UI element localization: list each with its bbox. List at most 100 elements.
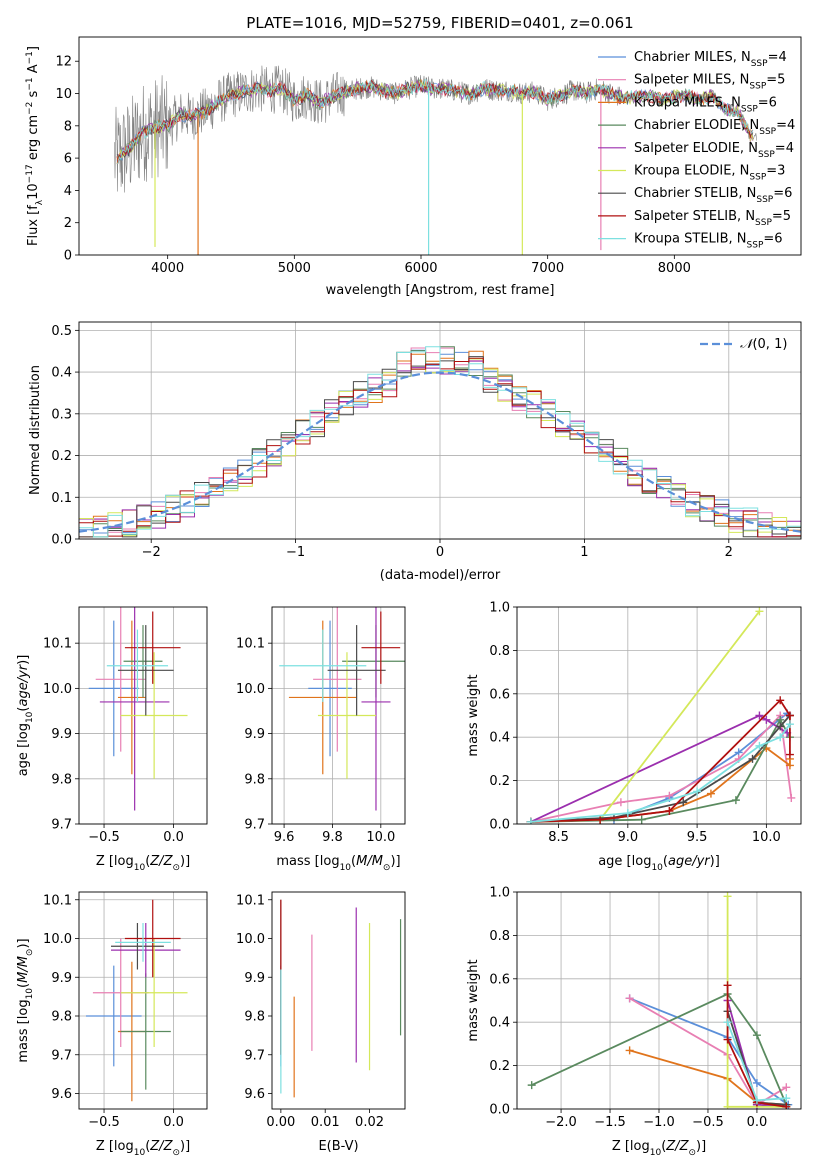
label-part: ( <box>663 854 668 869</box>
plot-area <box>85 899 188 1102</box>
axes-frame <box>271 606 406 825</box>
y-tick-label: 2 <box>64 216 72 231</box>
plot-area <box>79 346 801 538</box>
y-tick-label: 0.3 <box>51 407 72 422</box>
y-tick-label: 9.9 <box>51 727 72 742</box>
y-tick-label: 10.1 <box>236 637 265 652</box>
x-tick-label: 0.02 <box>355 1115 384 1130</box>
label-part: ⊙ <box>383 863 391 873</box>
label-part: M/M <box>356 854 383 869</box>
label-part: s <box>26 90 41 101</box>
x-axis-label: Z [log10(Z/Z⊙)] <box>96 1139 190 1158</box>
label-part: 10 <box>26 183 41 200</box>
label-part: mass [log <box>16 999 31 1062</box>
x-tick-label: 0.01 <box>311 1115 340 1130</box>
y-tick-label: 0.2 <box>489 774 510 789</box>
y-tick-label: 10.1 <box>236 893 265 908</box>
plot-area <box>526 607 796 824</box>
label-part: =5 <box>772 209 791 224</box>
y-tick-label: 1.0 <box>489 886 510 901</box>
x-tick-label: 0 <box>436 545 444 560</box>
legend-label: Chabrier STELIB, NSSP=6 <box>634 186 792 205</box>
y-tick-label: 9.9 <box>51 971 72 986</box>
label-part: =6 <box>758 95 777 110</box>
point-marker <box>637 815 646 824</box>
y-tick-label: 10.0 <box>43 682 72 697</box>
y-axis-label: mass weight <box>466 674 481 756</box>
point-marker <box>723 1018 732 1027</box>
label-part: −2 <box>25 102 35 115</box>
x-tick-label: −1.0 <box>643 1115 675 1130</box>
x-tick-label: 9.5 <box>687 830 708 845</box>
legend-label: Salpeter STELIB, NSSP=5 <box>634 209 791 228</box>
label-part: =3 <box>766 164 785 179</box>
residuals-panel: −2 −1 0 1 2 0.0 0.1 0.2 0.3 0.4 0.5 (data-model)/er… <box>28 321 802 583</box>
point-marker <box>616 798 625 807</box>
x-tick-label: 0.0 <box>747 1115 768 1130</box>
point-marker <box>755 741 764 750</box>
x-tick-label: 9.0 <box>617 830 638 845</box>
point-marker <box>623 809 632 818</box>
label-part: ] <box>26 46 41 51</box>
y-tick-label: 9.6 <box>244 1087 265 1102</box>
label-part: =4 <box>775 141 794 156</box>
point-marker <box>785 711 794 720</box>
y-tick-label: 9.7 <box>51 818 72 833</box>
massweight-vs-metallicity-panel: −2.0 −1.5 −1.0 −0.5 0.0 0.0 0.2 0.4 0.6 0.8 1.0 Z [… <box>466 886 802 1158</box>
label-part: Salpeter MILES, N <box>634 73 749 88</box>
y-axis-label: age [log10(age/yr)] <box>16 655 35 777</box>
series-line <box>530 714 791 823</box>
histogram-chabrier-miles <box>79 349 801 538</box>
y-tick-label: 9.8 <box>244 772 265 787</box>
label-part: Kroupa ELODIE, N <box>634 164 749 179</box>
label-part: 10 <box>25 711 35 723</box>
point-marker <box>752 1096 761 1105</box>
y-tick-label: 12 <box>55 55 72 70</box>
y-tick-label: 0.4 <box>489 731 510 746</box>
x-tick-label: 0.0 <box>163 1115 184 1130</box>
point-marker <box>755 607 764 616</box>
plot-area <box>114 65 757 255</box>
label-part: 10 <box>340 863 352 873</box>
x-tick-label: 8000 <box>658 261 691 276</box>
label-part: Chabrier MILES, N <box>634 50 751 65</box>
x-tick-label: 8.5 <box>548 830 569 845</box>
axes-frame <box>78 321 802 540</box>
point-marker <box>755 711 764 720</box>
x-axis-label: mass [log10(M/M⊙)] <box>276 854 400 873</box>
point-marker <box>787 793 796 802</box>
y-tick-label: 0.2 <box>51 449 72 464</box>
x-tick-label: −1 <box>286 545 305 560</box>
label-part: 10 <box>25 988 35 1000</box>
y-tick-label: 0.0 <box>51 533 72 548</box>
y-tick-label: 10.0 <box>236 682 265 697</box>
y-axis-label: Flux [fλ10−17 erg cm−2 s−1 A−1] <box>25 46 45 246</box>
label-part: =6 <box>773 186 792 201</box>
y-tick-label: 9.7 <box>244 1048 265 1063</box>
legend-label: Salpeter MILES, NSSP=5 <box>634 73 785 92</box>
x-axis-label: Z [log10(Z/Z⊙)] <box>96 854 190 873</box>
label-part: age/yr <box>668 854 711 869</box>
histogram-salpeter-elodie <box>79 360 801 538</box>
label-part: 10 <box>650 1148 662 1158</box>
point-marker <box>706 789 715 798</box>
label-part: =6 <box>763 232 782 247</box>
point-marker <box>782 1102 791 1109</box>
legend-label: Kroupa MILES, NSSP=6 <box>634 95 777 114</box>
label-part: age [log <box>598 854 651 869</box>
y-tick-label: 0 <box>64 249 72 264</box>
label-part: SSP <box>741 104 758 114</box>
legend-label: Kroupa STELIB, NSSP=6 <box>634 232 783 251</box>
x-tick-label: −0.5 <box>88 1115 120 1130</box>
model-spectrum-kroupa-stelib <box>116 79 754 164</box>
label-part: Chabrier ELODIE, N <box>634 118 759 133</box>
x-axis-label: E(B-V) <box>318 1139 358 1154</box>
point-marker <box>596 815 605 824</box>
y-tick-label: 9.7 <box>244 818 265 833</box>
age-vs-metallicity-panel: −0.5 0.09.79.89.910.010.1Z [log10(Z/Z⊙)]a… <box>16 606 208 873</box>
point-marker <box>752 1031 761 1040</box>
label-part: =5 <box>766 73 785 88</box>
point-marker <box>782 1083 791 1092</box>
y-tick-label: 9.9 <box>244 727 265 742</box>
label-part: −1 <box>25 51 35 64</box>
